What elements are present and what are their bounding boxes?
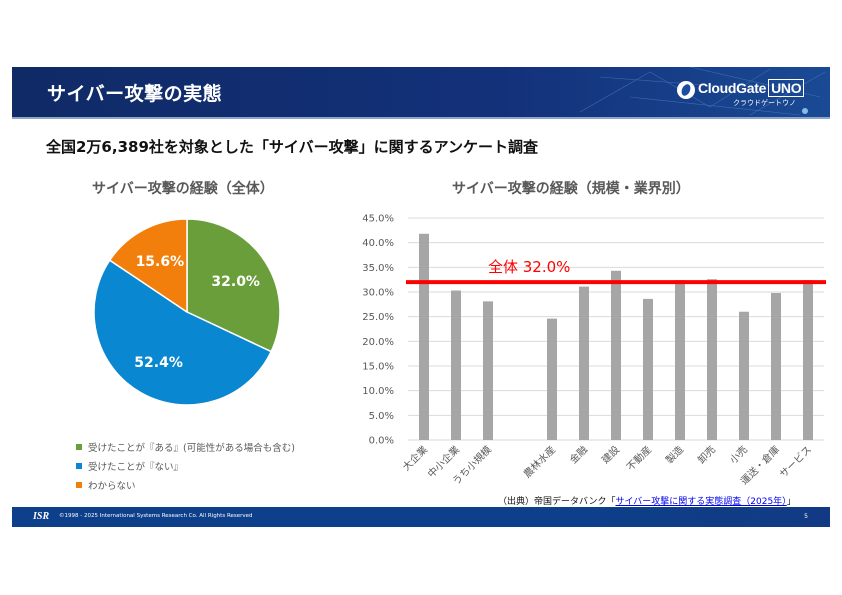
legend-swatch-no: [76, 462, 82, 469]
source-suffix: 」: [786, 497, 796, 507]
source-link[interactable]: サイバー攻撃に関する実態調査（2025年）: [615, 497, 787, 507]
bar: [611, 270, 621, 440]
pie-chart-title: サイバー攻撃の経験（全体）: [92, 181, 274, 197]
bar: [803, 280, 813, 440]
bar-chart-title: サイバー攻撃の経験（規模・業界別）: [452, 181, 690, 197]
x-tick-label: サービス: [777, 444, 814, 481]
slide-title: サイバー攻撃の実態: [47, 83, 223, 105]
legend-swatch-yes: [76, 443, 82, 450]
bar: [451, 290, 461, 440]
network-background-graphic: [579, 67, 826, 116]
bar: [675, 280, 685, 440]
x-tick-label: 建設: [599, 443, 622, 466]
pie-label-unknown: 15.6%: [136, 254, 185, 270]
pie-label-no: 52.4%: [134, 355, 183, 371]
y-tick-label: 25.0%: [362, 312, 394, 323]
y-tick-label: 5.0%: [369, 411, 394, 422]
legend-swatch-unknown: [76, 481, 82, 488]
legend-item-unknown: わからない: [76, 475, 295, 494]
bar-chart: 0.0% 5.0% 10.0% 15.0% 20.0% 25.0% 30.0% 35.0% 40…: [362, 214, 826, 487]
y-tick-label: 30.0%: [362, 288, 394, 299]
bar: [707, 279, 717, 440]
x-tick-label: 小売: [727, 443, 750, 466]
survey-subtitle: 全国2万6,389社を対象とした「サイバー攻撃」に関するアンケート調査: [46, 138, 538, 156]
legend-label-unknown: わからない: [88, 480, 136, 492]
legend-item-no: 受けたことが『ない』: [76, 456, 295, 475]
overall-reference-label: 全体 32.0%: [488, 258, 570, 276]
y-tick-label: 0.0%: [369, 436, 394, 447]
pie-legend: 受けたことが『ある』(可能性がある場合も含む) 受けたことが『ない』 わからない: [76, 437, 295, 494]
y-tick-label: 45.0%: [362, 214, 394, 225]
x-tick-label: 卸売: [695, 443, 718, 466]
bar: [771, 292, 781, 440]
y-tick-label: 20.0%: [362, 337, 394, 348]
pie-chart: 32.0% 52.4% 15.6%: [93, 218, 281, 406]
x-tick-label: 製造: [663, 443, 686, 466]
x-tick-label: 金融: [567, 443, 590, 466]
pie-slice-no: [93, 259, 273, 406]
bar: [547, 318, 557, 440]
y-tick-label: 10.0%: [362, 386, 394, 397]
isr-logo: ISR: [33, 511, 50, 522]
pie-slice-yes: [186, 218, 281, 353]
header-divider: [12, 117, 830, 119]
x-tick-label: 農林水産: [521, 443, 558, 480]
logo-uno: UNO: [768, 79, 805, 97]
legend-label-no: 受けたことが『ない』: [88, 461, 184, 473]
logo-text: CloudGate: [698, 80, 767, 96]
y-tick-label: 15.0%: [362, 362, 394, 373]
x-tick-label: 大企業: [400, 443, 430, 473]
slide-footer: ISR ©1998 - 2025 International Systems R…: [12, 507, 830, 527]
copyright-text: ©1998 - 2025 International Systems Resea…: [59, 513, 253, 519]
bar: [643, 298, 653, 440]
slide-header: サイバー攻撃の実態 CloudGate UNO クラウドゲートウノ: [12, 67, 830, 117]
bar: [419, 233, 429, 440]
cloudgate-uno-logo: CloudGate UNO クラウドゲートウノ: [677, 79, 805, 107]
legend-label-yes: 受けたことが『ある』(可能性がある場合も含む): [88, 442, 295, 454]
bar: [483, 301, 493, 440]
pie-label-yes: 32.0%: [211, 274, 260, 290]
cloudgate-logo-icon: [677, 81, 695, 99]
y-tick-label: 40.0%: [362, 238, 394, 249]
bar: [579, 286, 589, 440]
source-prefix: （出典）帝国データバンク「: [498, 497, 616, 507]
x-tick-label: 不動産: [624, 443, 654, 473]
page-number: 5: [804, 513, 808, 520]
bar: [739, 311, 749, 440]
legend-item-yes: 受けたことが『ある』(可能性がある場合も含む): [76, 437, 295, 456]
logo-subtext: クラウドゲートウノ: [733, 99, 796, 107]
pie-slice-unknown: [108, 218, 188, 314]
y-tick-label: 35.0%: [362, 263, 394, 274]
source-citation: （出典）帝国データバンク「サイバー攻撃に関する実態調査（2025年）」: [498, 494, 796, 507]
